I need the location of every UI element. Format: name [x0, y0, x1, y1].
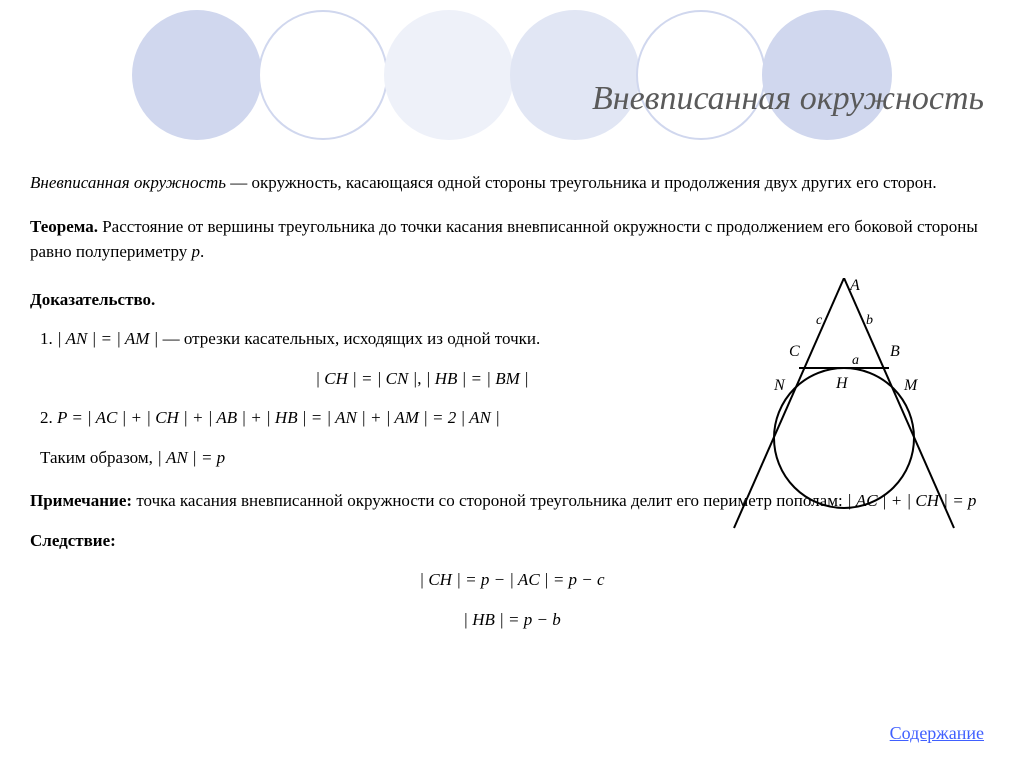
definition-body: — окружность, касающаяся одной стороны т… [226, 173, 937, 192]
step1-num: 1. [40, 329, 53, 348]
cor-eq1: | CH | = p − | AC | = p − c [30, 567, 994, 593]
theorem-paragraph: Теорема. Расстояние от вершины треугольн… [30, 214, 994, 265]
lbl-A: A [849, 278, 860, 294]
deco-circle-4 [510, 10, 640, 140]
step1-sep: , [417, 369, 426, 388]
step1-line2a: | CH | = | CN | [315, 369, 417, 388]
lbl-B: B [890, 343, 900, 360]
step2-num: 2. [40, 408, 53, 427]
thus-eq: | AN | = p [157, 448, 225, 467]
lbl-c: c [816, 313, 823, 328]
deco-circle-3 [384, 10, 514, 140]
thus-text: Таким образом, [40, 448, 157, 467]
definition-term: Вневписанная окружность [30, 173, 226, 192]
lbl-b: b [866, 313, 873, 328]
definition-paragraph: Вневписанная окружность — окружность, ка… [30, 170, 994, 196]
page-title: Вневписанная окружность [592, 80, 984, 118]
lbl-M: M [903, 377, 919, 394]
theorem-body: Расстояние от вершины треугольника до то… [30, 217, 978, 262]
step1-eq: | AN | = | AM | [57, 329, 158, 348]
geometry-figure: A C B N M H c b a [704, 278, 984, 558]
step2-eq: P = | AC | + | CH | + | AB | + | HB | = … [57, 408, 500, 427]
theorem-dot: . [200, 242, 204, 261]
step1-line2b: | HB | = | BM | [426, 369, 529, 388]
deco-circle-1 [132, 10, 262, 140]
lbl-a: a [852, 353, 859, 368]
lbl-N: N [773, 377, 786, 394]
contents-link[interactable]: Содержание [890, 723, 984, 744]
line-AM-ext [844, 278, 954, 528]
theorem-var: p [191, 242, 200, 261]
deco-circle-5 [636, 10, 766, 140]
lbl-H: H [835, 375, 849, 392]
line-AN-ext [734, 278, 844, 528]
deco-circle-6 [762, 10, 892, 140]
theorem-label: Теорема. [30, 217, 98, 236]
note-label: Примечание: [30, 491, 132, 510]
cor-eq2: | HB | = p − b [30, 607, 994, 633]
deco-circle-2 [258, 10, 388, 140]
step1-tail: — отрезки касательных, исходящих из одно… [163, 329, 541, 348]
lbl-C: C [789, 343, 800, 360]
